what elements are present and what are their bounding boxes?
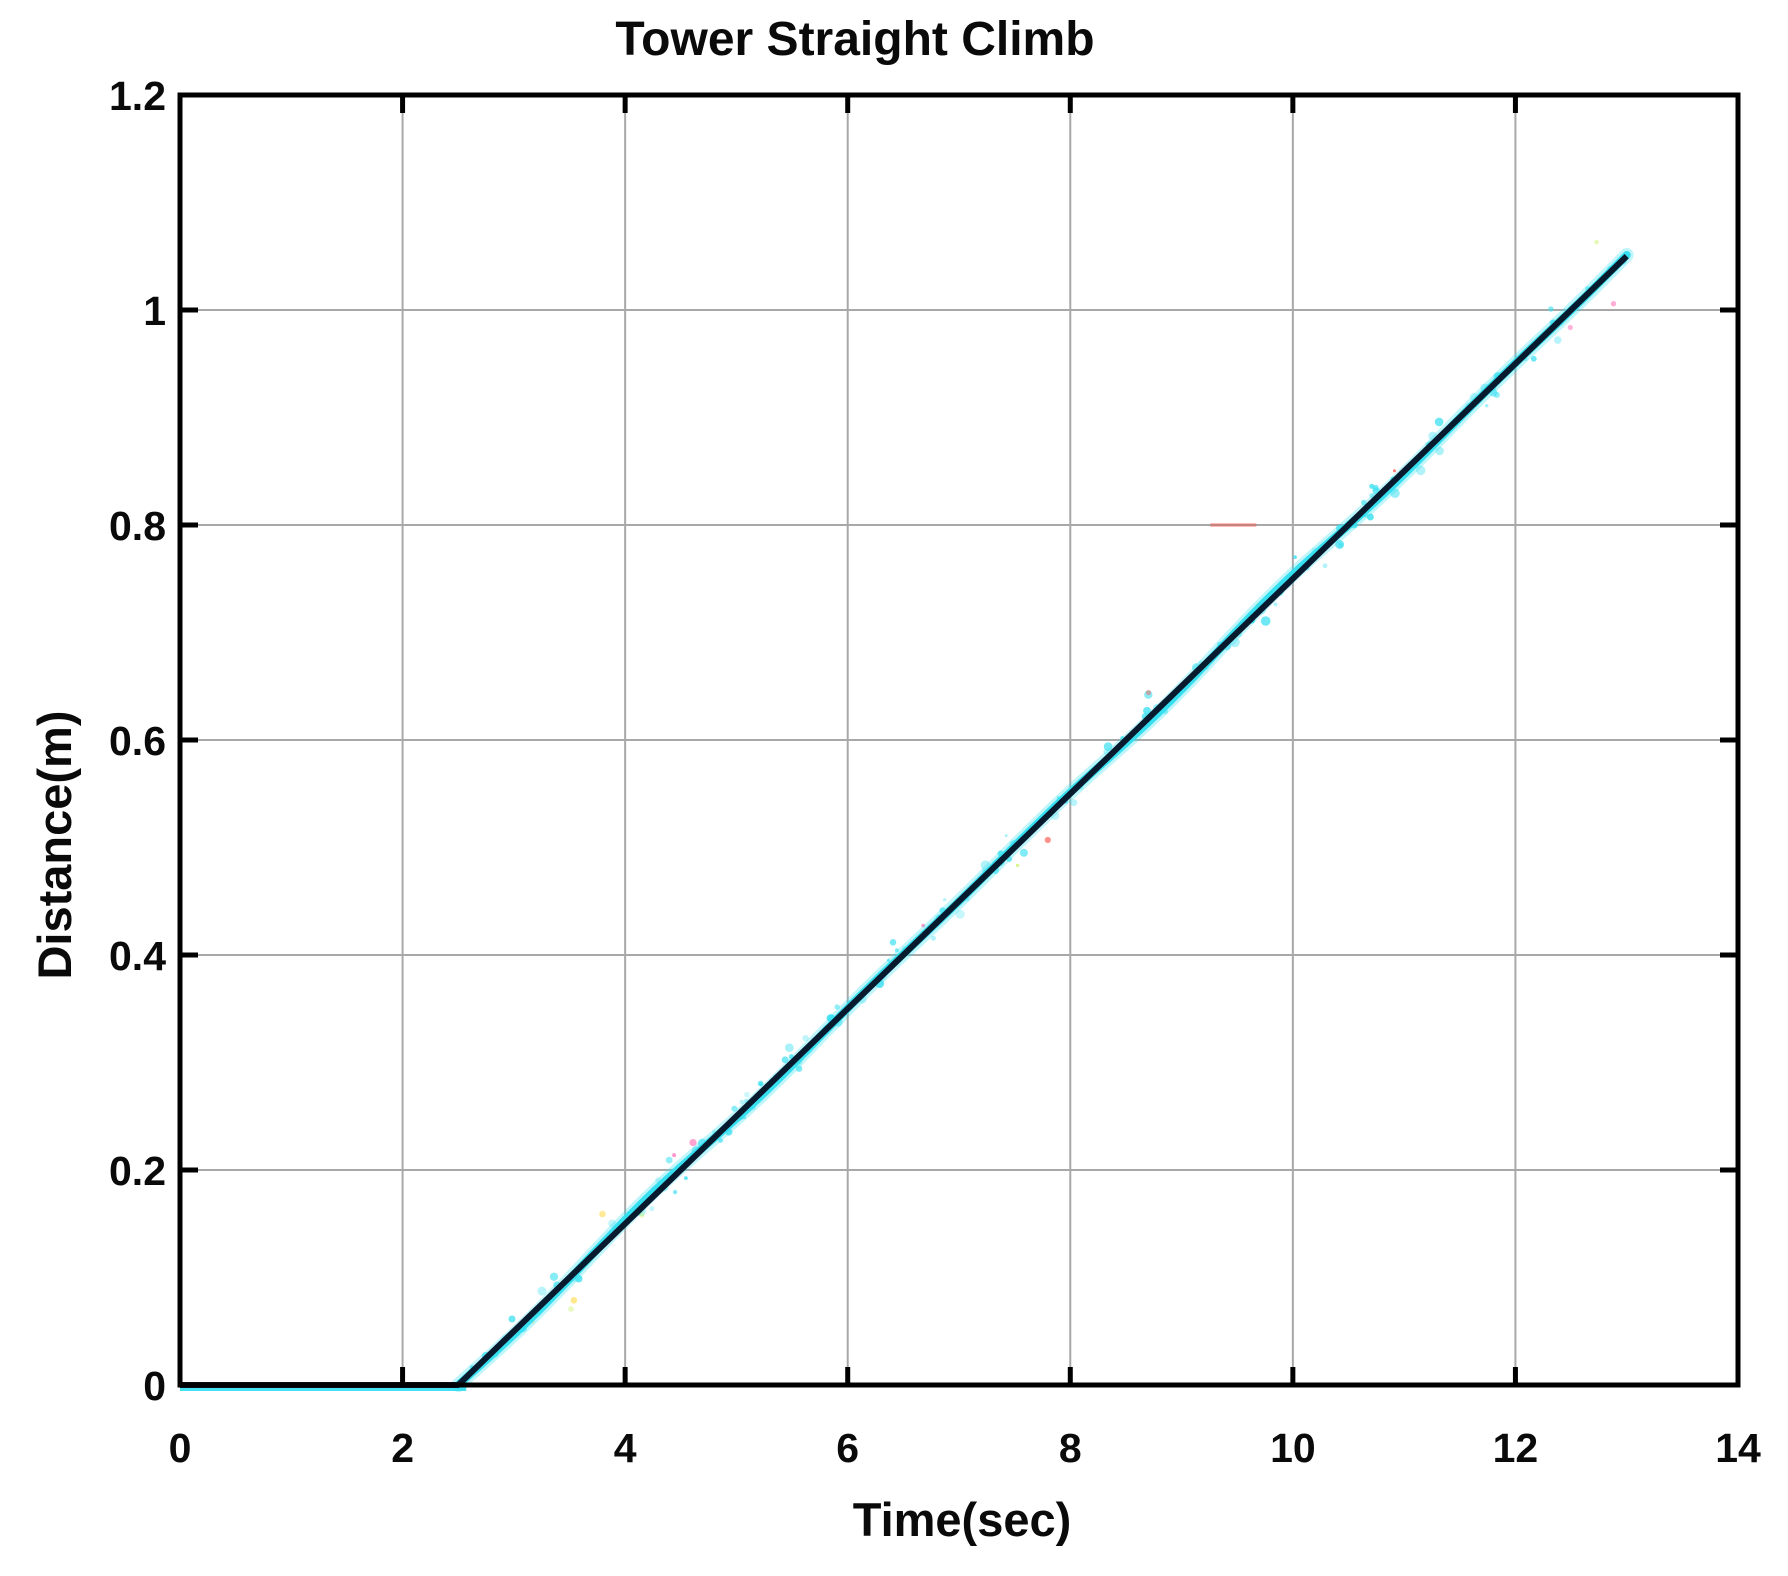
trace-noise-speck <box>943 898 947 902</box>
artifact-speck <box>599 1210 606 1218</box>
chart-title: Tower Straight Climb <box>615 13 1095 66</box>
y-tick-label: 1 <box>143 288 166 334</box>
trace-noise-speck <box>1322 563 1328 569</box>
x-tick-label: 2 <box>391 1425 414 1471</box>
trace-noise-speck <box>549 1272 559 1281</box>
trace-noise-speck <box>889 939 897 946</box>
trace-noise-speck <box>1493 391 1500 398</box>
trace-noise-speck <box>508 1315 516 1323</box>
trace-noise-speck <box>739 1099 745 1105</box>
trace-noise-speck <box>1019 848 1028 857</box>
trace-noise-speck <box>1335 540 1345 549</box>
trace-noise-speck <box>718 1138 723 1143</box>
trace-noise-speck <box>1415 465 1426 476</box>
trace-noise-speck <box>886 958 890 962</box>
x-tick-label: 0 <box>169 1425 192 1471</box>
artifact-speck <box>1044 836 1051 844</box>
trace-noise-speck <box>1435 446 1444 456</box>
trace-noise-speck <box>672 1189 678 1195</box>
x-axis-label: Time(sec) <box>852 1493 1072 1546</box>
x-tick-label: 4 <box>614 1425 637 1471</box>
trace-noise-speck <box>802 1035 809 1042</box>
artifact-speck <box>1594 240 1599 245</box>
y-tick-label: 0.8 <box>109 503 166 549</box>
trace-noise-speck <box>1369 483 1375 489</box>
x-tick-label: 6 <box>836 1425 859 1471</box>
trace-noise-speck <box>955 909 965 919</box>
trace-noise-speck <box>731 1105 738 1112</box>
artifact-speck <box>672 1153 677 1158</box>
trace-noise-speck <box>1260 616 1271 626</box>
trace-noise-speck <box>1554 336 1562 344</box>
trace-noise-speck <box>1070 799 1078 807</box>
trace-noise-speck <box>894 948 899 953</box>
artifact-speck <box>1567 324 1573 331</box>
x-tick-label: 12 <box>1493 1425 1539 1471</box>
artifact-speck <box>1145 690 1152 696</box>
trace-noise-speck <box>1548 306 1554 312</box>
artifact-speck <box>638 1212 645 1218</box>
trace-noise-speck <box>684 1176 688 1180</box>
x-tick-label: 10 <box>1270 1425 1316 1471</box>
trace-noise-speck <box>1293 555 1297 559</box>
trace-noise-speck <box>1369 493 1375 499</box>
trace-noise-speck <box>1273 602 1278 607</box>
trace-noise-speck <box>537 1286 547 1296</box>
x-tick-label: 8 <box>1059 1425 1082 1471</box>
trace-noise-speck <box>1485 404 1489 408</box>
trace-noise-speck <box>781 1056 789 1064</box>
y-tick-label: 0.2 <box>109 1148 166 1194</box>
artifact-speck <box>1610 301 1617 307</box>
y-axis-label: Distance(m) <box>28 710 81 980</box>
trace-noise-speck <box>649 1206 655 1212</box>
trace-noise-speck <box>1390 488 1400 498</box>
artifact-speck <box>568 1306 574 1312</box>
trace-noise-speck <box>1530 355 1537 362</box>
artifact-speck <box>689 1139 697 1147</box>
trace-noise-speck <box>785 1043 794 1052</box>
trace-noise-speck <box>834 1004 840 1010</box>
trace-noise-speck <box>759 1082 763 1086</box>
y-tick-label: 1.2 <box>109 73 166 119</box>
artifact-speck <box>921 923 926 928</box>
trace-noise-speck <box>930 935 936 941</box>
y-tick-label: 0.6 <box>109 718 166 764</box>
trace-noise-speck <box>1366 513 1374 521</box>
trace-noise-speck <box>1103 742 1113 751</box>
artifact-speck <box>1015 863 1020 868</box>
artifact-speck <box>1392 469 1397 473</box>
trace-noise-speck <box>1143 706 1151 715</box>
y-tick-label: 0 <box>143 1363 166 1409</box>
trace-noise-speck <box>1144 690 1153 699</box>
trace-noise-speck <box>665 1156 673 1164</box>
trace-noise-speck <box>1434 417 1444 427</box>
x-tick-label: 14 <box>1715 1425 1761 1471</box>
trace-noise-speck <box>1361 499 1367 506</box>
artifact-smudge <box>1210 523 1257 527</box>
y-tick-label: 0.4 <box>109 933 166 979</box>
trace-noise-speck <box>744 1091 750 1098</box>
artifact-speck <box>570 1297 578 1304</box>
trace-noise-speck <box>795 1065 803 1072</box>
trace-noise-speck <box>1004 834 1008 837</box>
